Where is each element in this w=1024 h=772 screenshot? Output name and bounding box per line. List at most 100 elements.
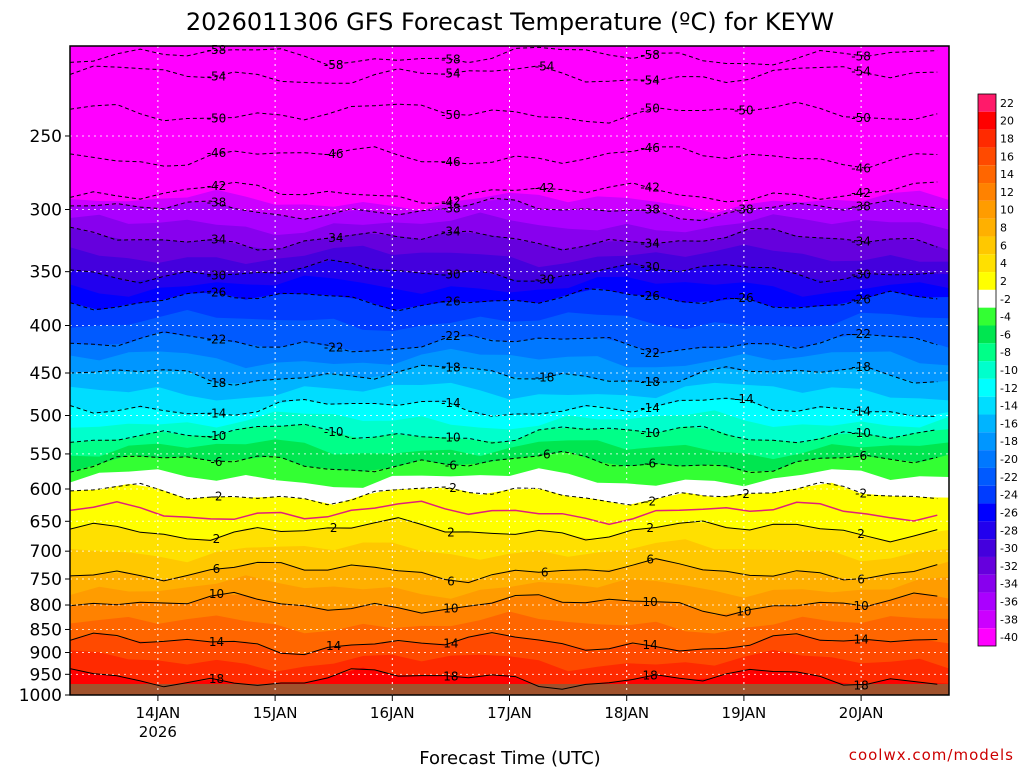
colorbar-label: -40 — [1000, 631, 1018, 644]
isotherm-label: -14 — [207, 407, 227, 421]
isotherm-label: -10 — [207, 429, 227, 443]
colorbar-swatch — [978, 539, 996, 557]
isotherm-label: -22 — [207, 333, 227, 347]
isotherm-line — [69, 259, 938, 284]
colorbar-label: 4 — [1000, 257, 1007, 270]
isotherm-label: 10 — [642, 595, 657, 609]
colorbar-swatch — [978, 236, 996, 255]
isotherm-line — [69, 46, 938, 66]
x-tick-label: 15JAN — [253, 704, 298, 722]
isotherm-label: -46 — [324, 147, 344, 161]
isotherm-label: -46 — [441, 155, 461, 169]
isotherm-label: -50 — [640, 101, 660, 115]
isotherm-label: 14 — [853, 632, 868, 646]
y-tick-label: 700 — [30, 542, 62, 562]
isotherm-line — [69, 450, 938, 474]
isotherm-label: 14 — [642, 638, 657, 652]
isotherm-label: -22 — [640, 346, 660, 360]
isotherm-label: 2 — [857, 527, 865, 541]
isotherm-label: -58 — [441, 52, 461, 66]
isotherm-label: -26 — [640, 289, 660, 303]
colorbar-swatch — [978, 94, 996, 112]
freezing-line — [69, 500, 938, 526]
isotherm-line — [69, 632, 938, 656]
isotherm-label: -34 — [441, 224, 461, 238]
isotherm-line — [69, 181, 938, 205]
isotherm-label: 2 — [447, 525, 455, 539]
x-tick-year: 2026 — [139, 723, 177, 741]
colorbar-label: -14 — [1000, 400, 1018, 413]
colorbar-swatch — [978, 254, 996, 273]
isotherm-line — [69, 331, 938, 355]
colorbar-swatch — [978, 628, 996, 646]
isotherm-line — [69, 668, 938, 690]
isotherm-label: -26 — [851, 293, 871, 307]
isotherm-label: 10 — [443, 601, 458, 615]
colorbar-label: -34 — [1000, 578, 1018, 591]
colorbar-swatch — [978, 111, 996, 130]
x-axis-label: Forecast Time (UTC) — [419, 748, 600, 768]
isotherm-line — [69, 288, 938, 312]
isotherm-label: -42 — [851, 186, 871, 200]
grid-lines — [70, 46, 949, 696]
colorbar-swatch — [978, 432, 996, 451]
isotherm-label: -38 — [851, 200, 871, 214]
isotherm-label: -30 — [851, 267, 871, 281]
isotherm-label: 6 — [857, 572, 865, 586]
isotherm-label: -2 — [738, 487, 750, 501]
colorbar-swatch — [978, 129, 996, 148]
isotherm-label: -42 — [640, 181, 660, 195]
credit-link[interactable]: coolwx.com/models — [849, 746, 1014, 764]
y-tick-label: 250 — [30, 127, 62, 147]
colorbar-label: 8 — [1000, 222, 1007, 235]
isotherm-label: 10 — [853, 599, 868, 613]
x-tick-label: 20JAN — [839, 704, 884, 722]
isotherm-label: -34 — [851, 235, 871, 249]
colorbar-swatch — [978, 361, 996, 379]
x-tick-label: 17JAN — [487, 704, 532, 722]
isotherm-label: -38 — [640, 203, 660, 217]
colorbar-swatch — [978, 378, 996, 397]
isotherm-line — [69, 146, 938, 169]
colorbar-swatch — [978, 218, 996, 237]
isotherm-label: -50 — [734, 103, 754, 117]
colorbar-swatch — [978, 200, 996, 219]
x-tick-label: 18JAN — [604, 704, 649, 722]
isotherm-label: 2 — [646, 521, 654, 535]
x-tick-label: 16JAN — [370, 704, 415, 722]
isotherm-label: -22 — [324, 340, 344, 354]
isotherm-label: -50 — [851, 111, 871, 125]
isotherm-label: -30 — [640, 260, 660, 274]
isotherm-label: -6 — [445, 458, 457, 472]
colorbar-swatch — [978, 610, 996, 629]
isotherm-label: -6 — [855, 449, 867, 463]
colorbar-swatch — [978, 183, 996, 201]
isotherm-label: -46 — [640, 141, 660, 155]
isotherm-label: -54 — [441, 66, 461, 80]
colorbar-label: -36 — [1000, 595, 1018, 608]
isotherm-label: -14 — [734, 392, 754, 406]
colorbar-swatch — [978, 147, 996, 166]
colorbar-label: 22 — [1000, 97, 1014, 110]
isotherm-label: 18 — [209, 672, 224, 686]
isotherm-label: 14 — [209, 635, 224, 649]
colorbar-swatch — [978, 521, 996, 540]
isotherm-label: -42 — [441, 195, 461, 209]
x-axis: 14JAN 15JAN 16JAN 17JAN 18JAN 19JAN 20JAN 2026 — [136, 695, 884, 741]
colorbar-label: -38 — [1000, 613, 1018, 626]
colorbar-label: 20 — [1000, 115, 1014, 128]
isotherm-label: -38 — [441, 201, 461, 215]
isotherm-line — [69, 101, 938, 124]
y-tick-label: 750 — [30, 570, 62, 590]
isotherm-label: -6 — [644, 457, 656, 471]
isotherm-label: 6 — [646, 552, 654, 566]
isotherm-label: 2 — [330, 521, 338, 535]
isotherm-label: -54 — [640, 74, 660, 88]
isotherm-label: -26 — [441, 294, 461, 308]
y-tick-label: 450 — [30, 364, 62, 384]
y-tick-label: 500 — [30, 406, 62, 426]
isotherm-label: -2 — [855, 486, 867, 500]
x-tick-label: 19JAN — [722, 704, 767, 722]
isotherm-label: -30 — [535, 273, 555, 287]
